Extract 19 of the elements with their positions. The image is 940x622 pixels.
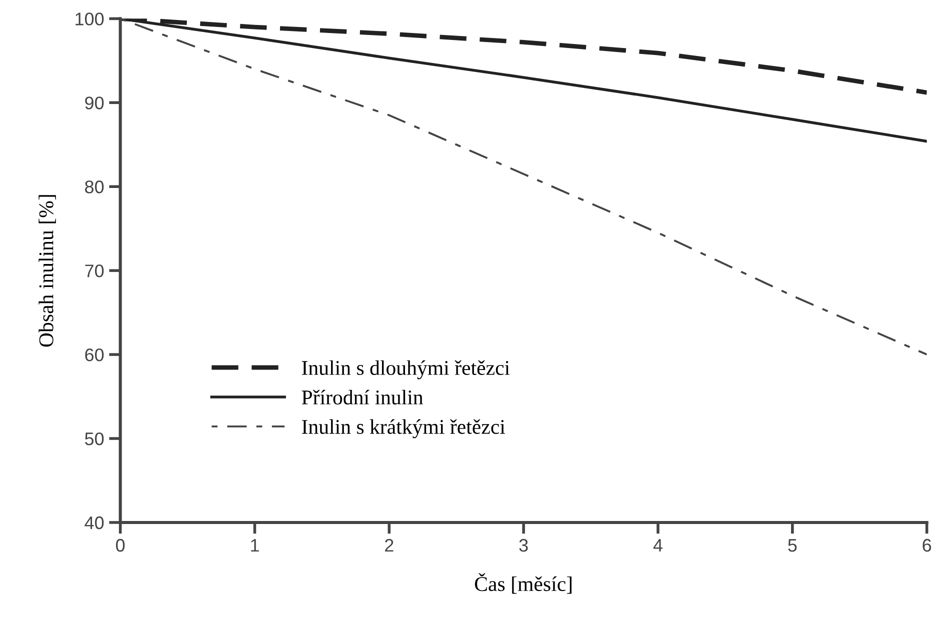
y-tick-label: 100	[76, 12, 104, 26]
x-axis-title: Čas [měsíc]	[474, 573, 572, 594]
legend-label: Inulin s krátkými řetězci	[302, 419, 506, 438]
legend-label: Přírodní inulin	[302, 390, 424, 405]
x-tick-label: 2	[385, 538, 394, 552]
y-tick-label: 60	[85, 348, 104, 362]
x-tick-label: 4	[653, 539, 662, 552]
legend-label: Inulin s dlouhými řetězci	[302, 360, 510, 380]
y-tick-label: 40	[84, 516, 104, 530]
y-tick-label: 50	[84, 432, 104, 446]
x-tick-label: 0	[116, 538, 125, 552]
y-tick-label: 80	[85, 180, 104, 194]
x-tick-label: 6	[922, 538, 932, 552]
y-axis-title: Obsah inulinu [%]	[38, 195, 56, 347]
y-tick-label: 90	[85, 96, 104, 110]
x-tick-label: 5	[788, 539, 797, 552]
x-tick-label: 1	[251, 539, 259, 552]
x-tick-label: 3	[519, 538, 528, 552]
y-tick-label: 70	[85, 264, 104, 278]
